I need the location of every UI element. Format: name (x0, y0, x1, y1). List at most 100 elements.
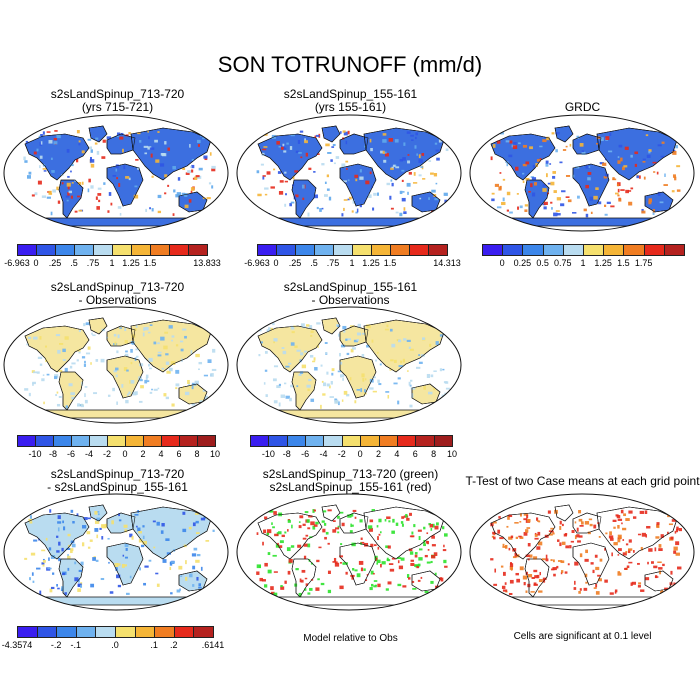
colorbar-swatch (71, 435, 90, 447)
colorbar-tick-label: .5 (70, 258, 78, 268)
panel-title-4-line2: - Observations (78, 293, 157, 307)
continent-africa (106, 163, 144, 207)
colorbar-swatch (150, 244, 170, 256)
colorbar-swatch (74, 244, 94, 256)
panel-title-2: s2sLandSpinup_155-161 (yrs 155-161) (233, 88, 468, 114)
colorbar-3: 0 0.25 0.5 0.75 1 1.25 1.5 1.75 (482, 244, 685, 270)
map-panel-2 (236, 114, 462, 232)
colorbar-tick-label: 1.5 (383, 258, 397, 268)
panel-title-4: s2sLandSpinup_713-720 - Observations (0, 281, 235, 307)
colorbar-swatch (390, 244, 410, 256)
colorbar-tick-label: -6 (301, 449, 310, 459)
colorbar-swatch (341, 435, 362, 447)
colorbar-swatch (134, 626, 156, 638)
continent-samerica (58, 179, 84, 219)
map-outline (3, 493, 229, 611)
colorbar-swatch (352, 244, 372, 256)
colorbar-swatch (143, 435, 162, 447)
map-panel-6 (3, 493, 229, 611)
colorbar-tick-label: -2 (337, 449, 346, 459)
colorbar-swatch (428, 244, 448, 256)
colorbar-tick-label: -6 (66, 449, 76, 459)
panel-title-6: s2sLandSpinup_713-720 - s2sLandSpinup_15… (0, 468, 235, 494)
colorbar-tick-label: -6.963 (244, 258, 270, 268)
colorbar-tick-label: .5 (310, 258, 318, 268)
colorbar-swatch (154, 626, 175, 638)
colorbar-swatch (250, 435, 270, 447)
continent-samerica (291, 558, 317, 598)
colorbar-swatch (663, 244, 685, 256)
colorbar-swatch (112, 244, 132, 256)
colorbar-swatch (522, 244, 544, 256)
colorbar-swatch (89, 435, 108, 447)
caption-significance: Cells are significant at 0.1 level (513, 631, 652, 642)
colorbar-swatch (55, 244, 75, 256)
colorbar-swatch (360, 435, 380, 447)
colorbar-swatch (56, 626, 77, 638)
continent-asia (130, 127, 212, 181)
colorbar-tick-label: 6 (412, 449, 418, 459)
colorbar-swatch (415, 435, 435, 447)
colorbar-swatch (257, 244, 277, 256)
colorbar-tick-label: .75 (326, 258, 340, 268)
colorbar-5: -10 -8 -6 -4 -2 0 2 4 6 8 10 (250, 435, 457, 461)
panel-title-4-line1: s2sLandSpinup_713-720 (50, 280, 185, 294)
colorbar-tick-label: -10 (28, 449, 42, 459)
colorbar-swatch (305, 435, 325, 447)
continent-africa (106, 542, 144, 586)
colorbar-tick-label: -4.3574 (1, 640, 33, 650)
colorbar-swatch (36, 244, 56, 256)
figure-title: SON TOTRUNOFF (mm/d) (217, 52, 483, 77)
map-outline (3, 114, 229, 232)
colorbar-6: -4.3574 -.2 -.1 .0 .1 .2 .6141 (2, 626, 224, 652)
colorbar-tick-label: 13.833 (193, 258, 221, 268)
continent-asia (363, 319, 445, 373)
colorbar-tick-label: 10 (209, 449, 221, 459)
continent-samerica (291, 371, 317, 411)
panel-title-1-line2: (yrs 715-721) (81, 100, 154, 114)
panel-title-1-line1: s2sLandSpinup_713-720 (50, 87, 185, 101)
colorbar-tick-label: -8 (282, 449, 291, 459)
panel-title-5-line2: - Observations (311, 293, 390, 307)
colorbar-tick-label: 6 (176, 449, 182, 459)
colorbar-tick-label: .1 (150, 640, 158, 650)
colorbar-swatch (179, 435, 198, 447)
map-outline (236, 493, 462, 611)
panel-title-7-line2: s2sLandSpinup_155-161 (red) (269, 480, 432, 494)
panel-title-5: s2sLandSpinup_155-161 - Observations (233, 281, 468, 307)
colorbar-swatch (53, 435, 72, 447)
colorbar-swatch (115, 626, 136, 638)
colorbar-swatch (35, 435, 54, 447)
colorbar-tick-label: .75 (86, 258, 100, 268)
panel-title-7-line1: s2sLandSpinup_713-720 (green) (262, 467, 439, 481)
colorbar-swatch (396, 435, 417, 447)
colorbar-tick-label: -6.963 (4, 258, 30, 268)
panel-title-6-line2: - s2sLandSpinup_155-161 (47, 480, 188, 494)
colorbar-swatch (36, 626, 58, 638)
colorbar-swatch (125, 435, 144, 447)
colorbar-1: -6.963 0 .25 .5 .75 1 1.25 1.5 13.833 (4, 244, 221, 270)
colorbar-swatch (295, 244, 315, 256)
colorbar-swatch (333, 244, 353, 256)
colorbar-tick-label: 4 (158, 449, 164, 459)
map-outline (469, 114, 695, 232)
colorbar-tick-label: 2 (376, 449, 382, 459)
map-panel-7 (236, 493, 462, 611)
colorbar-swatch (131, 244, 151, 256)
colorbar-tick-label: .25 (48, 258, 62, 268)
colorbar-swatch (17, 626, 38, 638)
colorbar-swatch (643, 244, 665, 256)
colorbar-tick-label: 14.313 (433, 258, 461, 268)
colorbar-tick-label: 1 (349, 258, 355, 268)
colorbar-swatch (323, 435, 343, 447)
colorbar-tick-label: 8 (194, 449, 200, 459)
colorbar-tick-label: 0 (499, 258, 505, 268)
colorbar-swatch (95, 626, 116, 638)
colorbar-swatch (583, 244, 605, 256)
map-outline (3, 306, 229, 424)
panel-title-5-line1: s2sLandSpinup_155-161 (283, 280, 418, 294)
colorbar-swatch (562, 244, 584, 256)
colorbar-4: -10 -8 -6 -4 -2 0 2 4 6 8 10 (17, 435, 220, 461)
colorbar-tick-label: -4 (319, 449, 328, 459)
colorbar-tick-label: 0.5 (536, 258, 549, 268)
